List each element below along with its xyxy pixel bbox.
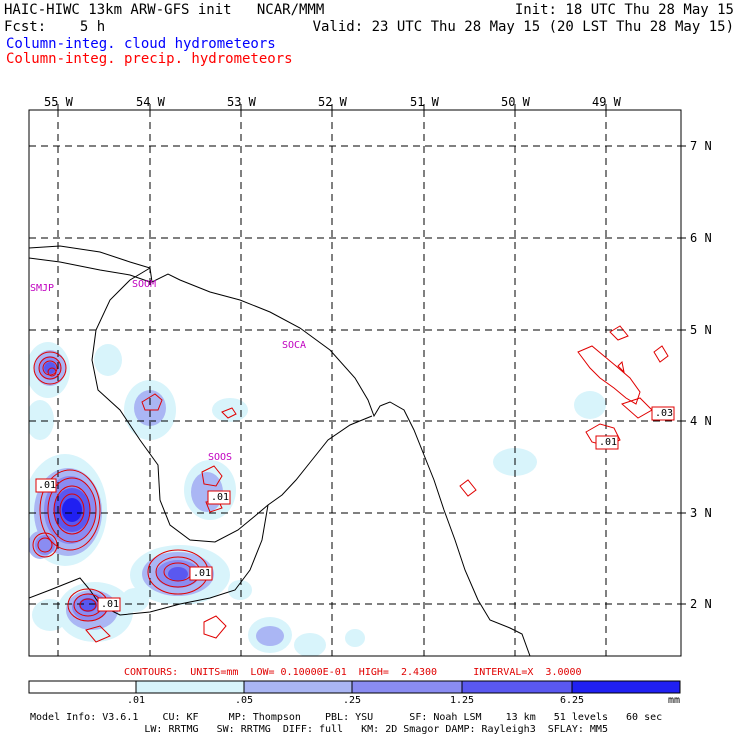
contour-label: .01 — [38, 480, 57, 491]
valid-time: Valid: 23 UTC Thu 28 May 15 (20 LST Thu … — [312, 19, 734, 35]
contour-label: .01 — [101, 599, 120, 610]
map-frame — [28, 109, 682, 657]
lon-label: 54 W — [136, 95, 165, 109]
colorbar-tick: 6.25 — [560, 695, 585, 706]
contour-label: .01 — [211, 492, 230, 503]
station-label: SOOS — [208, 452, 233, 463]
forecast-hour: Fcst: 5 h — [4, 19, 106, 35]
lat-label: 3 N — [690, 506, 712, 520]
lat-label: 7 N — [690, 139, 712, 153]
lon-label: 53 W — [227, 95, 256, 109]
lat-label: 4 N — [690, 414, 712, 428]
contours-info: CONTOURS: UNITS=mm LOW= 0.10000E-01 HIGH… — [124, 667, 582, 678]
axis-ticks — [57, 104, 686, 605]
lon-label: 52 W — [318, 95, 347, 109]
graticule — [29, 110, 681, 656]
colorbar-unit: mm — [668, 695, 681, 706]
field-precip-label: Column-integ. precip. hydrometeors — [6, 51, 293, 67]
init-time: Init: 18 UTC Thu 28 May 15 — [514, 2, 734, 18]
colorbar-tick: .25 — [343, 695, 362, 706]
lon-label: 51 W — [410, 95, 439, 109]
title-line: HAIC-HIWC 13km ARW-GFS init NCAR/MMM — [4, 2, 325, 18]
colorbar-tick: .05 — [235, 695, 254, 706]
contour-label-boxes — [35, 406, 675, 612]
coastline — [29, 245, 531, 656]
colorbar-tick: .01 — [127, 695, 146, 706]
lat-label: 6 N — [690, 231, 712, 245]
contour-label: .01 — [193, 568, 212, 579]
colorbar-tick: 1.25 — [450, 695, 475, 706]
model-info-line2: LW: RRTMG SW: RRTMG DIFF: full KM: 2D Sm… — [30, 724, 608, 735]
lon-label: 50 W — [501, 95, 530, 109]
lat-label: 5 N — [690, 323, 712, 337]
station-label: SMJP — [30, 283, 55, 294]
station-label: SOOM — [132, 279, 157, 290]
contour-label: .01 — [599, 437, 618, 448]
lat-label: 2 N — [690, 597, 712, 611]
station-label: SOCA — [282, 340, 307, 351]
lon-label: 49 W — [592, 95, 621, 109]
lon-label: 55 W — [44, 95, 73, 109]
contour-label: .03 — [655, 408, 674, 419]
field-cloud-label: Column-integ. cloud hydrometeors — [6, 36, 276, 52]
model-info-line1: Model Info: V3.6.1 CU: KF MP: Thompson P… — [30, 712, 663, 723]
